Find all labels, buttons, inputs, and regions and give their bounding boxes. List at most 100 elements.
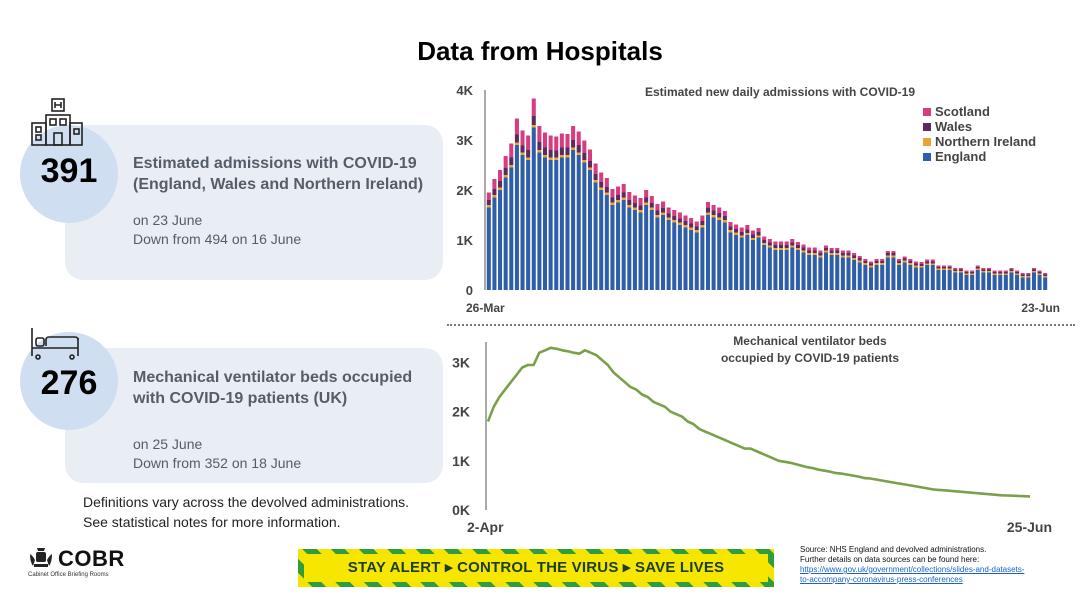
source-link-line2[interactable]: to-accompany-coronavirus-press-conferenc… [800,575,963,584]
bar-segment-scotland [919,262,924,264]
bar-segment-northern-ireland [868,265,873,268]
bar-segment-wales [992,272,997,274]
bar-segment-wales [745,229,750,233]
bar-segment-england [587,170,592,290]
bar-segment-wales [750,234,755,238]
bar-segment-wales [728,226,733,230]
bar-segment-england [863,265,868,290]
bar-segment-northern-ireland [627,205,632,208]
bar-segment-wales [526,150,531,158]
bar-segment-northern-ireland [846,255,851,258]
bar-segment-northern-ireland [582,160,587,163]
bar-segment-england [1009,272,1014,290]
admissions-y-tick-label: 1K [456,233,473,248]
bar-segment-wales [627,200,632,205]
bar-segment-wales [1037,272,1042,274]
bar-segment-scotland [559,133,564,148]
bar-segment-wales [953,269,958,271]
legend-swatch-wales [923,123,931,131]
ventilator-chart-title-line2: occupied by COVID-19 patients [721,351,899,365]
bar-segment-wales [554,150,559,158]
bar-segment-northern-ireland [975,268,980,270]
page-title: Data from Hospitals [417,36,663,66]
bar-segment-scotland [604,178,609,187]
bar-segment-northern-ireland [812,253,817,255]
royal-crest-icon [30,548,52,567]
bar-segment-scotland [964,270,969,272]
bar-segment-northern-ireland [503,175,508,178]
bar-segment-scotland [1037,270,1042,272]
bar-segment-wales [582,153,587,160]
bar-segment-northern-ireland [705,212,711,215]
stay-alert-banner: STAY ALERT ▸ CONTROL THE VIRUS ▸ SAVE LI… [298,549,774,587]
bar-segment-england [700,227,705,290]
bar-segment-england [548,160,553,290]
bar-segment-scotland [750,230,755,235]
bar-segment-scotland [548,135,553,150]
bar-segment-wales [571,140,576,148]
bar-segment-scotland [835,248,840,251]
bar-segment-wales [908,261,913,263]
bar-segment-northern-ireland [947,268,952,270]
bar-segment-northern-ireland [498,187,503,190]
bar-segment-wales [790,242,795,246]
bar-segment-scotland [509,143,514,158]
bar-segment-northern-ireland [874,263,879,265]
bar-segment-scotland [823,245,829,248]
bar-segment-scotland [970,270,975,272]
ventilator-title-line2: with COVID-19 patients (UK) [133,390,348,407]
bar-segment-northern-ireland [514,142,519,145]
bar-segment-scotland [661,201,666,208]
bar-segment-wales [958,269,963,271]
bar-segment-scotland [571,126,576,140]
bar-segment-wales [689,223,694,228]
bar-segment-england [953,272,958,290]
bar-segment-england [734,235,739,290]
source-line1: Source: NHS England and devolved adminis… [800,545,987,554]
bar-segment-northern-ireland [936,268,941,270]
bar-segment-england [683,227,688,290]
bar-segment-northern-ireland [728,230,733,233]
bar-segment-scotland [998,270,1003,272]
bar-segment-england [981,272,986,290]
cobr-subtitle: Cabinet Office Briefing Rooms [28,572,109,578]
bar-segment-northern-ireland [616,200,621,203]
chart-divider [447,324,1075,326]
ventilator-y-tick-label: 2K [452,404,470,420]
bar-segment-england [542,157,548,290]
bar-segment-wales [700,221,705,225]
bar-segment-england [750,240,755,290]
source-link-line1[interactable]: https://www.gov.uk/government/collection… [800,565,1025,574]
bar-segment-england [874,265,879,290]
bar-segment-scotland [610,189,615,198]
bar-segment-scotland [762,236,767,240]
bar-segment-scotland [492,179,497,189]
bar-segment-scotland [868,261,873,264]
bar-segment-scotland [947,265,952,267]
bar-segment-wales [711,210,716,215]
bar-segment-scotland [520,130,525,146]
bar-segment-scotland [554,136,559,151]
admissions-change: Down from 494 on 16 June [133,231,302,247]
bar-segment-scotland [587,149,592,161]
bar-segment-scotland [576,131,581,145]
bar-segment-northern-ireland [520,152,525,155]
bar-segment-wales [936,267,941,269]
bar-segment-wales [734,229,739,233]
bar-segment-wales [925,261,930,264]
bar-segment-england [509,167,514,290]
bar-segment-northern-ireland [638,210,643,213]
bar-segment-england [947,270,952,290]
bar-segment-scotland [531,98,536,116]
bar-segment-northern-ireland [807,253,812,255]
bar-segment-england [790,247,795,290]
bar-segment-northern-ireland [1026,276,1031,278]
bar-segment-northern-ireland [599,187,604,190]
bar-segment-scotland [700,215,705,221]
bar-segment-northern-ireland [1015,273,1020,275]
legend-label-wales: Wales [935,119,972,134]
bar-segment-wales [930,261,935,264]
bar-segment-scotland [649,196,654,203]
bar-segment-scotland [818,250,823,253]
bar-segment-england [818,257,823,290]
